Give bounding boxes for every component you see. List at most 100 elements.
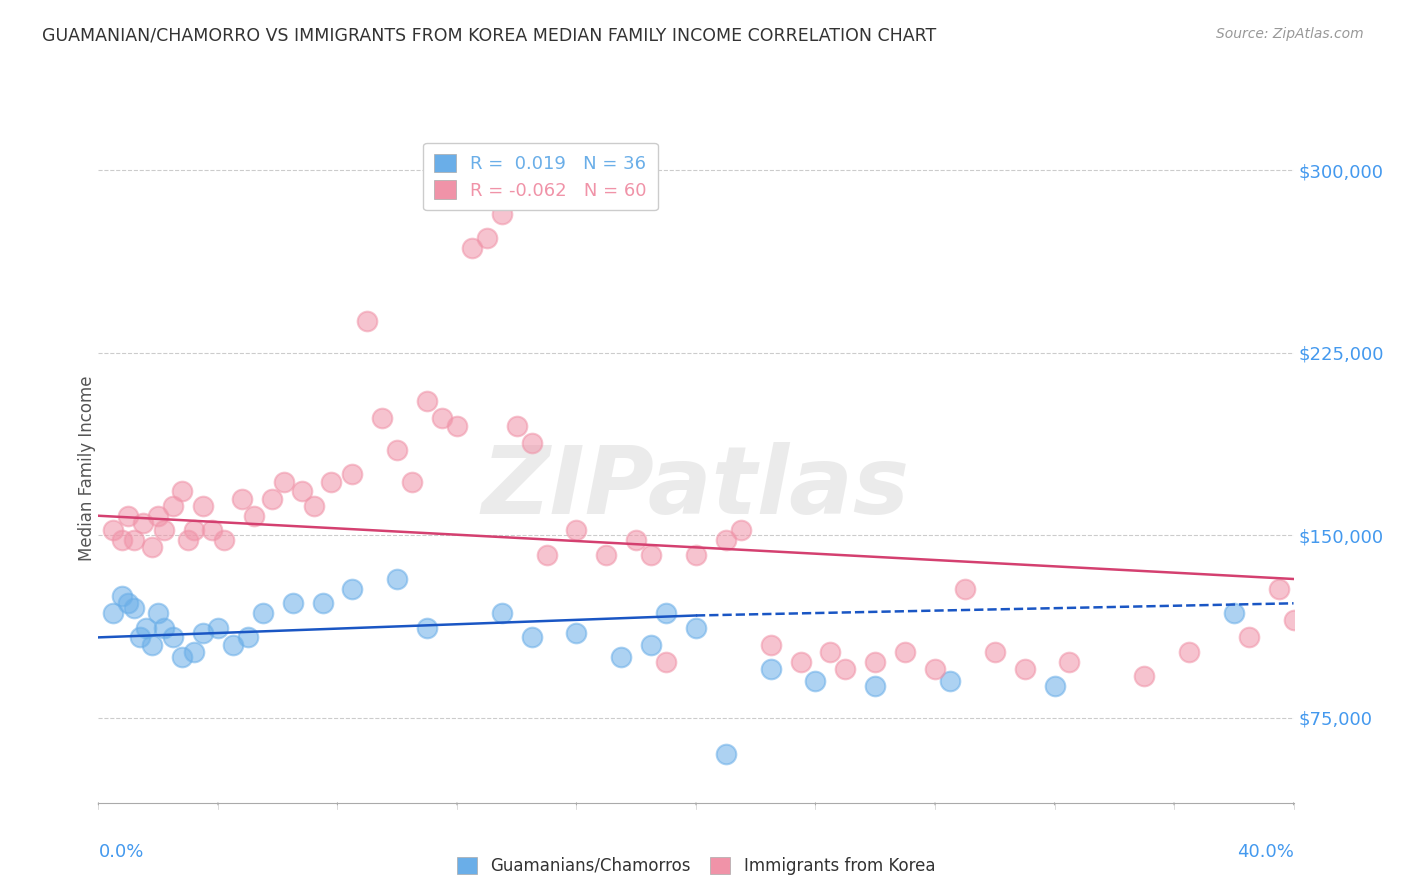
Point <box>804 674 827 689</box>
Point <box>520 631 543 645</box>
Text: GUAMANIAN/CHAMORRO VS IMMIGRANTS FROM KOREA MEDIAN FAMILY INCOME CORRELATION CHA: GUAMANIAN/CHAMORRO VS IMMIGRANTS FROM KO… <box>42 27 936 45</box>
Point <box>461 241 484 255</box>
Point <box>311 596 333 610</box>
Point <box>685 548 707 562</box>
Point <box>416 621 439 635</box>
Point <box>356 314 378 328</box>
Point <box>385 443 409 458</box>
Point <box>939 674 962 689</box>
Text: Source: ZipAtlas.com: Source: ZipAtlas.com <box>1216 27 1364 41</box>
Point <box>148 606 170 620</box>
Text: ZIPatlas: ZIPatlas <box>482 442 910 534</box>
Point <box>302 499 325 513</box>
Point <box>714 747 737 761</box>
Point <box>201 524 224 538</box>
Point <box>162 631 184 645</box>
Point <box>321 475 343 489</box>
Point <box>1178 645 1201 659</box>
Point <box>863 655 886 669</box>
Point <box>177 533 200 547</box>
Point <box>1059 655 1081 669</box>
Point <box>1133 669 1156 683</box>
Point <box>153 524 176 538</box>
Point <box>124 533 146 547</box>
Point <box>565 524 588 538</box>
Point <box>207 621 229 635</box>
Point <box>103 606 125 620</box>
Point <box>191 625 214 640</box>
Point <box>655 655 678 669</box>
Point <box>129 631 152 645</box>
Point <box>730 524 752 538</box>
Point <box>135 621 157 635</box>
Point <box>243 508 266 523</box>
Point <box>183 524 205 538</box>
Point <box>172 484 194 499</box>
Point <box>640 548 662 562</box>
Point <box>863 679 886 693</box>
Point <box>162 499 184 513</box>
Point <box>191 499 214 513</box>
Point <box>446 418 468 433</box>
Y-axis label: Median Family Income: Median Family Income <box>79 376 96 561</box>
Point <box>117 508 139 523</box>
Point <box>506 418 529 433</box>
Point <box>212 533 235 547</box>
Point <box>624 533 647 547</box>
Point <box>655 606 678 620</box>
Point <box>1222 606 1246 620</box>
Point <box>342 467 364 482</box>
Point <box>1043 679 1066 693</box>
Point <box>430 411 453 425</box>
Point <box>789 655 811 669</box>
Point <box>1014 662 1036 676</box>
Point <box>1267 582 1289 596</box>
Point <box>252 606 274 620</box>
Point <box>290 484 312 499</box>
Point <box>117 596 139 610</box>
Point <box>401 475 423 489</box>
Point <box>565 625 588 640</box>
Point <box>1282 613 1305 627</box>
Point <box>281 596 304 610</box>
Point <box>834 662 856 676</box>
Point <box>714 533 737 547</box>
Point <box>475 231 498 245</box>
Point <box>491 606 513 620</box>
Point <box>141 638 163 652</box>
Point <box>141 541 163 555</box>
Point <box>111 533 134 547</box>
Point <box>416 394 439 409</box>
Point <box>385 572 409 586</box>
Point <box>1237 631 1260 645</box>
Point <box>236 631 259 645</box>
Legend: Guamanians/Chamorros, Immigrants from Korea: Guamanians/Chamorros, Immigrants from Ko… <box>450 850 942 881</box>
Point <box>820 645 842 659</box>
Point <box>260 491 283 506</box>
Point <box>172 649 194 664</box>
Point <box>132 516 155 530</box>
Point <box>491 207 513 221</box>
Point <box>124 601 146 615</box>
Point <box>610 649 633 664</box>
Point <box>371 411 394 425</box>
Point <box>983 645 1005 659</box>
Point <box>759 662 782 676</box>
Point <box>595 548 617 562</box>
Point <box>231 491 253 506</box>
Point <box>148 508 170 523</box>
Point <box>273 475 295 489</box>
Point <box>685 621 707 635</box>
Point <box>342 582 364 596</box>
Point <box>183 645 205 659</box>
Point <box>103 524 125 538</box>
Point <box>536 548 558 562</box>
Text: 0.0%: 0.0% <box>98 843 143 861</box>
Point <box>520 435 543 450</box>
Point <box>222 638 245 652</box>
Point <box>640 638 662 652</box>
Point <box>953 582 976 596</box>
Point <box>894 645 917 659</box>
Text: 40.0%: 40.0% <box>1237 843 1294 861</box>
Point <box>759 638 782 652</box>
